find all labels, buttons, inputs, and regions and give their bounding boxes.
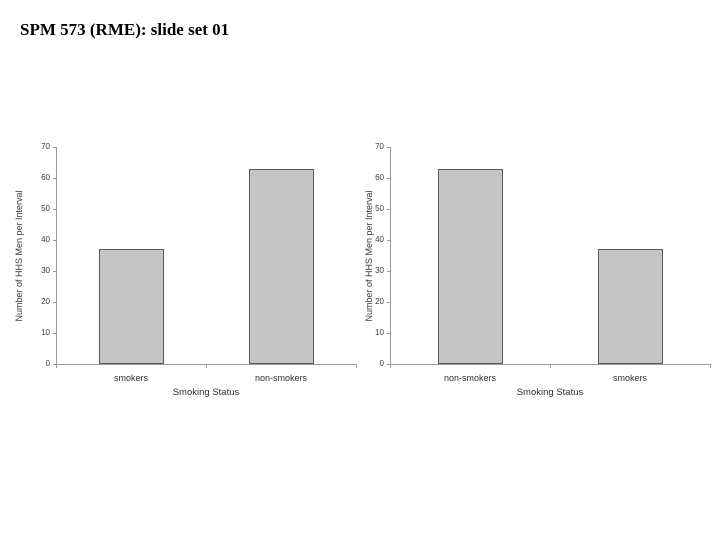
y-axis-line: [56, 147, 57, 365]
y-tick-label: 20: [41, 297, 50, 306]
y-axis-line: [390, 147, 391, 365]
y-tick: [53, 209, 56, 210]
bar-non-smokers: [249, 169, 314, 364]
x-tick: [56, 364, 57, 368]
y-tick: [387, 178, 390, 179]
y-tick-label: 30: [41, 266, 50, 275]
y-tick-label: 70: [375, 142, 384, 151]
y-tick-label: 60: [41, 173, 50, 182]
y-tick-label: 30: [375, 266, 384, 275]
y-tick: [387, 302, 390, 303]
y-tick-label: 40: [375, 235, 384, 244]
y-tick: [53, 271, 56, 272]
x-tick: [206, 364, 207, 368]
category-label: smokers: [612, 373, 647, 383]
y-tick: [53, 178, 56, 179]
slide-title: SPM 573 (RME): slide set 01: [20, 20, 230, 39]
category-label: smokers: [113, 373, 148, 383]
y-tick: [53, 147, 56, 148]
x-tick: [390, 364, 391, 368]
y-tick-label: 10: [375, 328, 384, 337]
category-label: non-smokers: [254, 373, 308, 383]
y-tick-label: 50: [375, 204, 384, 213]
x-axis-title: Smoking Status: [516, 387, 584, 398]
category-label: non-smokers: [443, 373, 497, 383]
y-tick: [53, 364, 56, 365]
y-tick: [387, 333, 390, 334]
x-tick: [356, 364, 357, 368]
y-tick: [387, 240, 390, 241]
y-tick-label: 40: [41, 235, 50, 244]
y-tick: [387, 209, 390, 210]
bar-chart-right: 0 10 20 30 40 50 60 70 non-smokers smokers Smoking…: [358, 140, 714, 405]
y-tick-label: 50: [41, 204, 50, 213]
y-tick: [53, 302, 56, 303]
x-axis-title: Smoking Status: [172, 387, 240, 398]
y-axis-title-text: Number of HHS Men per Interval: [14, 189, 24, 322]
bar-smokers: [598, 249, 663, 364]
y-tick: [53, 333, 56, 334]
y-tick: [53, 240, 56, 241]
y-tick-label: 0: [45, 359, 50, 368]
y-tick: [387, 364, 390, 365]
bar-smokers: [99, 249, 164, 364]
y-axis-title-text: Number of HHS Men per Interval: [364, 189, 374, 322]
bar-chart-left: 0 10 20 30 40 50 60 70 smokers non-smokers Smoking…: [8, 140, 358, 405]
x-tick: [550, 364, 551, 368]
y-tick: [387, 147, 390, 148]
y-tick-label: 0: [379, 359, 384, 368]
y-axis-title: Number of HHS Men per Interval: [362, 147, 376, 364]
y-tick-label: 20: [375, 297, 384, 306]
x-tick: [710, 364, 711, 368]
y-axis-title: Number of HHS Men per Interval: [12, 147, 26, 364]
y-tick-label: 60: [375, 173, 384, 182]
y-tick-label: 70: [41, 142, 50, 151]
y-tick-label: 10: [41, 328, 50, 337]
y-tick: [387, 271, 390, 272]
bar-non-smokers: [438, 169, 503, 364]
